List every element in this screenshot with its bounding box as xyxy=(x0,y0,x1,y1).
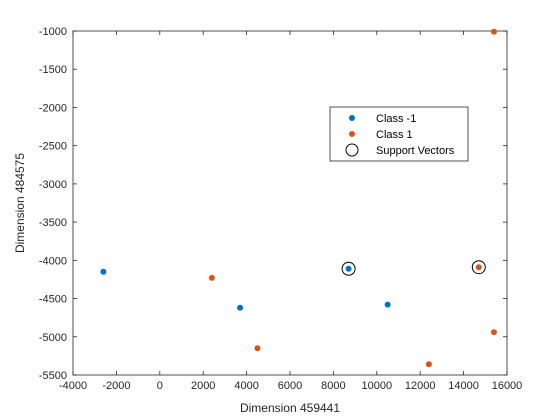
y-tick-label: -2000 xyxy=(39,102,67,114)
class-neg1-point xyxy=(100,268,107,275)
x-tick-label: 14000 xyxy=(448,380,479,392)
legend-marker-support-vectors xyxy=(345,143,359,157)
y-tick-label: -5500 xyxy=(39,370,67,382)
class-1-point xyxy=(490,28,497,35)
support-vector-marker xyxy=(341,261,356,276)
y-tick-label: -1500 xyxy=(39,64,67,76)
x-axis-label: Dimension 459441 xyxy=(240,401,340,415)
legend-label: Class 1 xyxy=(376,129,413,141)
y-tick-label: -4000 xyxy=(39,255,67,267)
class-neg1-point xyxy=(384,301,391,308)
class-1-point xyxy=(475,264,482,271)
data-markers xyxy=(100,28,497,368)
legend-marker-class-neg1 xyxy=(349,115,355,121)
y-tick-label: -3500 xyxy=(39,217,67,229)
class-1-point xyxy=(254,345,261,352)
x-tick-label: 0 xyxy=(157,380,163,392)
class-neg1-point xyxy=(237,304,244,311)
class-1-point xyxy=(208,274,215,281)
x-tick-label: 4000 xyxy=(234,380,258,392)
x-tick-label: 8000 xyxy=(321,380,345,392)
x-tick-label: 10000 xyxy=(362,380,393,392)
class-1-point xyxy=(490,329,497,336)
x-tick-label: 12000 xyxy=(405,380,436,392)
support-vector-marker xyxy=(471,260,486,275)
plot-area xyxy=(72,30,508,376)
legend: Class -1 Class 1 Support Vectors xyxy=(329,106,469,162)
axis-ticks: -4000 -2000 0 2000 4000 6000 8000 10000 12000 140… xyxy=(39,26,522,392)
class-1-point xyxy=(425,361,432,368)
legend-label: Support Vectors xyxy=(376,145,455,157)
x-tick-label: -2000 xyxy=(102,380,130,392)
x-tick-label: 16000 xyxy=(492,380,523,392)
x-tick-label: 2000 xyxy=(191,380,215,392)
y-tick-label: -5000 xyxy=(39,332,67,344)
y-tick-label: -1000 xyxy=(39,26,67,38)
y-axis-label: Dimension 484575 xyxy=(13,153,27,253)
x-tick-label: 6000 xyxy=(278,380,302,392)
legend-label: Class -1 xyxy=(376,113,416,125)
y-tick-label: -2500 xyxy=(39,141,67,153)
legend-marker-class-1 xyxy=(349,131,355,137)
class-neg1-point xyxy=(345,265,352,272)
x-tick-label: -4000 xyxy=(59,380,87,392)
y-tick-label: -3000 xyxy=(39,179,67,191)
y-tick-label: -4500 xyxy=(39,294,67,306)
